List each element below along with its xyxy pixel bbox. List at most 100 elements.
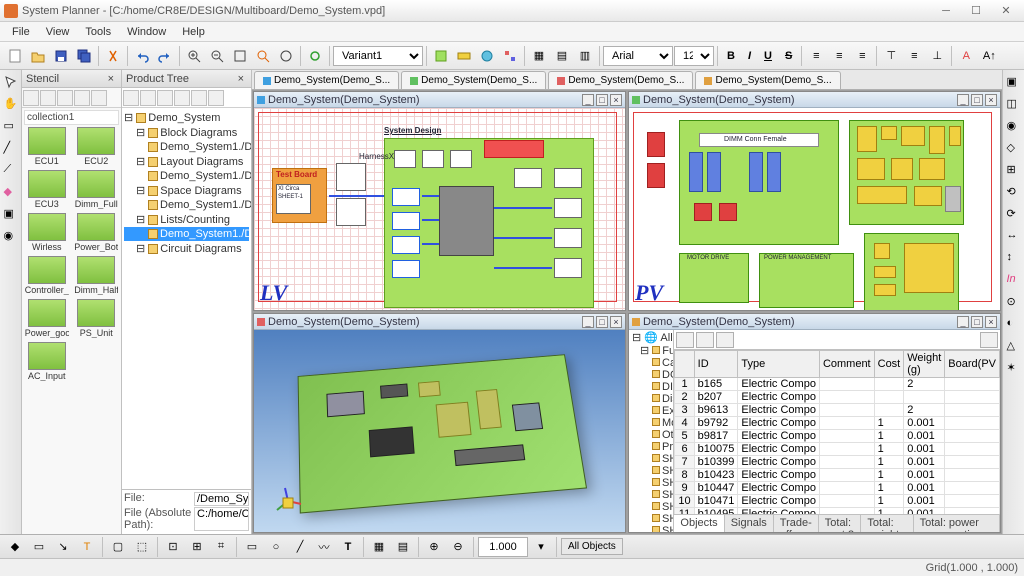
- st-t4-icon[interactable]: [74, 90, 90, 106]
- zoom100-icon[interactable]: [275, 45, 297, 67]
- tool4-icon[interactable]: [499, 45, 521, 67]
- bt2-icon[interactable]: ▭: [28, 536, 50, 558]
- proptree-node[interactable]: SHEET5: [630, 465, 672, 477]
- tree-node[interactable]: Demo_System1./Demo_System: [124, 198, 249, 212]
- maximize-button[interactable]: ☐: [962, 2, 990, 20]
- proptree-node[interactable]: Display: [630, 393, 672, 405]
- tree-node[interactable]: Demo_System1./Demo_System: [124, 140, 249, 154]
- minimize-button[interactable]: ─: [932, 2, 960, 20]
- bt13-icon[interactable]: 〰: [313, 536, 335, 558]
- strike-button[interactable]: S: [779, 48, 798, 64]
- valign-mid-icon[interactable]: ≡: [903, 45, 925, 67]
- redo-icon[interactable]: [154, 45, 176, 67]
- stencil-item[interactable]: Dimm_Full: [74, 170, 120, 209]
- st-t5-icon[interactable]: [91, 90, 107, 106]
- zoomsel-icon[interactable]: [252, 45, 274, 67]
- bt15-icon[interactable]: ▦: [368, 536, 390, 558]
- zoomin-icon[interactable]: [183, 45, 205, 67]
- r9-icon[interactable]: ↕: [1006, 250, 1022, 266]
- list-max-icon[interactable]: □: [971, 316, 983, 328]
- valign-bot-icon[interactable]: ⊥: [926, 45, 948, 67]
- tree-node[interactable]: Demo_System1./Demo_System: [124, 227, 249, 241]
- menu-view[interactable]: View: [38, 24, 78, 40]
- doc-tab[interactable]: Demo_System(Demo_S...: [548, 71, 693, 89]
- bt8-icon[interactable]: ⊞: [186, 536, 208, 558]
- tree-close-icon[interactable]: ×: [235, 73, 247, 85]
- table-header[interactable]: Comment: [819, 351, 874, 378]
- conn-icon[interactable]: ⟋: [3, 162, 19, 178]
- line-icon[interactable]: ╱: [3, 140, 19, 156]
- bt7-icon[interactable]: ⊡: [162, 536, 184, 558]
- menu-help[interactable]: Help: [174, 24, 213, 40]
- tree-node[interactable]: ⊟ Lists/Counting: [124, 212, 249, 227]
- tool7-icon[interactable]: ▥: [574, 45, 596, 67]
- r14-icon[interactable]: ✶: [1006, 360, 1022, 376]
- proptree-node[interactable]: SHEET3: [630, 453, 672, 465]
- tr-t2-icon[interactable]: [140, 90, 156, 106]
- tree-root[interactable]: ⊟ Demo_System: [124, 110, 249, 125]
- bt1-icon[interactable]: ◆: [4, 536, 26, 558]
- tool1-icon[interactable]: [430, 45, 452, 67]
- bt16-icon[interactable]: ▤: [392, 536, 414, 558]
- close-button[interactable]: ✕: [992, 2, 1020, 20]
- table-row[interactable]: 3b9613Electric Compo2: [675, 404, 1000, 417]
- stencil-item[interactable]: Wirless: [24, 213, 70, 252]
- r7-icon[interactable]: ⟳: [1006, 206, 1022, 222]
- list-close-icon[interactable]: ×: [985, 316, 997, 328]
- proptree-node[interactable]: SHEET3: [630, 501, 672, 513]
- bt17-icon[interactable]: ⊕: [423, 536, 445, 558]
- r2-icon[interactable]: ◫: [1006, 96, 1022, 112]
- menu-tools[interactable]: Tools: [77, 24, 119, 40]
- doc-tab[interactable]: Demo_System(Demo_S...: [695, 71, 840, 89]
- lt4-icon[interactable]: [980, 332, 998, 348]
- stencil-item[interactable]: PS_Unit: [74, 299, 120, 338]
- zoom-input[interactable]: [478, 537, 528, 557]
- sp-max-icon[interactable]: □: [596, 316, 608, 328]
- pv-min-icon[interactable]: _: [957, 94, 969, 106]
- axis-gizmo[interactable]: [273, 486, 303, 516]
- tree-node[interactable]: ⊟ Space Diagrams: [124, 183, 249, 198]
- sp-min-icon[interactable]: _: [582, 316, 594, 328]
- align-center-icon[interactable]: ≡: [828, 45, 850, 67]
- new-icon[interactable]: [4, 45, 26, 67]
- r4-icon[interactable]: ◇: [1006, 140, 1022, 156]
- stencil-item[interactable]: ECU2: [74, 127, 120, 166]
- table-row[interactable]: 4b9792Electric Compo10.001: [675, 417, 1000, 430]
- lv-min-icon[interactable]: _: [582, 94, 594, 106]
- undo-icon[interactable]: [131, 45, 153, 67]
- st-t3-icon[interactable]: [57, 90, 73, 106]
- table-row[interactable]: 6b10075Electric Compo10.001: [675, 443, 1000, 456]
- zoomdd-icon[interactable]: ▾: [530, 536, 552, 558]
- valign-top-icon[interactable]: ⊤: [880, 45, 902, 67]
- stencil-item[interactable]: Dimm_Half: [74, 256, 120, 295]
- fontinc-icon[interactable]: A↑: [978, 45, 1000, 67]
- menu-window[interactable]: Window: [119, 24, 174, 40]
- stencil-item[interactable]: ECU3: [24, 170, 70, 209]
- bottom-tab[interactable]: Signals: [725, 515, 774, 532]
- table-header[interactable]: Weight (g): [904, 351, 945, 378]
- list-min-icon[interactable]: _: [957, 316, 969, 328]
- tool2-icon[interactable]: [453, 45, 475, 67]
- table-row[interactable]: 5b9817Electric Compo10.001: [675, 430, 1000, 443]
- table-row[interactable]: 2b207Electric Compo: [675, 391, 1000, 404]
- pointer-icon[interactable]: [3, 74, 19, 90]
- tr-t6-icon[interactable]: [208, 90, 224, 106]
- italic-button[interactable]: I: [742, 48, 757, 64]
- font-select[interactable]: Arial: [603, 46, 673, 66]
- tr-t3-icon[interactable]: [157, 90, 173, 106]
- table-header[interactable]: Type: [738, 351, 820, 378]
- proptree-node[interactable]: DIMM: [630, 381, 672, 393]
- r3-icon[interactable]: ◉: [1006, 118, 1022, 134]
- tool6-icon[interactable]: ▤: [551, 45, 573, 67]
- menu-file[interactable]: File: [4, 24, 38, 40]
- lt1-icon[interactable]: [676, 332, 694, 348]
- proptree-node[interactable]: Motor: [630, 417, 672, 429]
- shape-icon[interactable]: ◆: [3, 184, 19, 200]
- table-row[interactable]: 10b10471Electric Compo10.001: [675, 495, 1000, 508]
- bold-button[interactable]: B: [721, 48, 741, 64]
- bt4-icon[interactable]: T: [76, 536, 98, 558]
- lt3-icon[interactable]: [716, 332, 734, 348]
- tree-node[interactable]: ⊟ Circuit Diagrams: [124, 241, 249, 256]
- tool3-icon[interactable]: [476, 45, 498, 67]
- bottom-tab[interactable]: Total: power consumption (W): [914, 515, 1000, 532]
